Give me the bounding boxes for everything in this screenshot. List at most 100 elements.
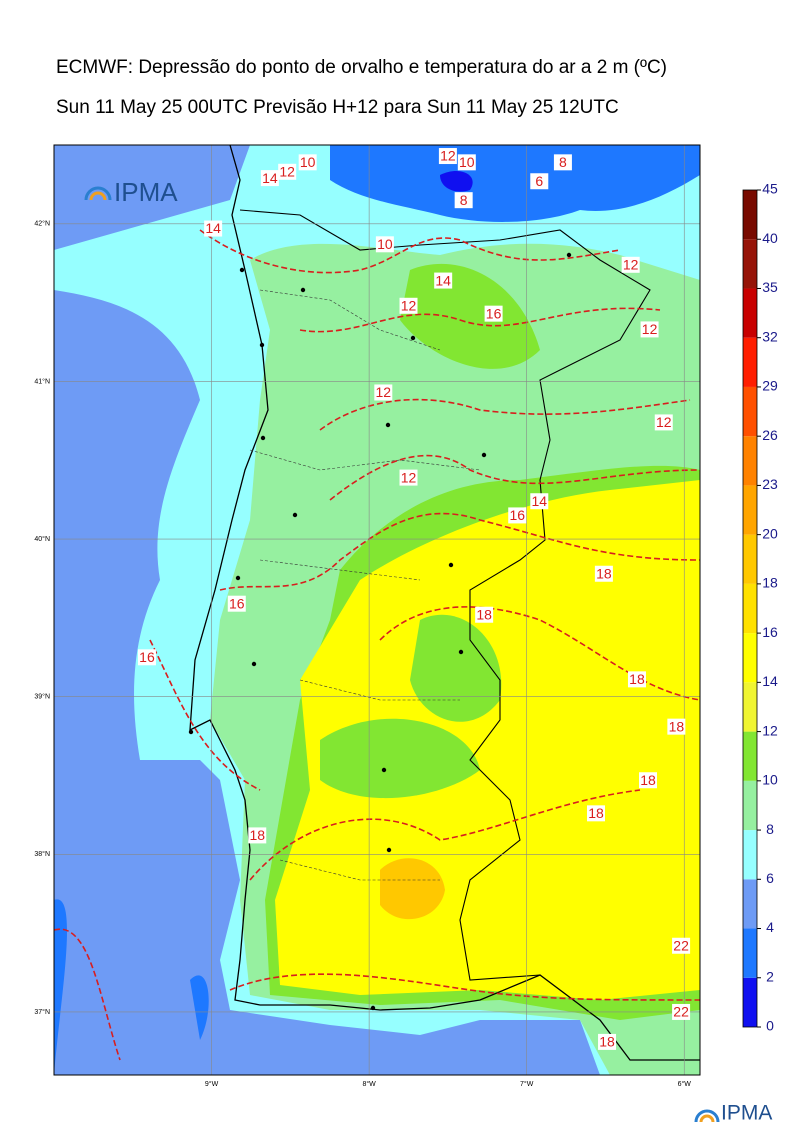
- contour-label-box: [204, 220, 223, 237]
- colorbar-tick-label: 8: [766, 821, 774, 837]
- contour-label-box: [640, 321, 659, 338]
- lat-label: 41°N: [34, 377, 50, 385]
- contour-label-box: [454, 192, 473, 209]
- colorbar-segment: [743, 239, 757, 289]
- colorbar-segment: [743, 337, 757, 387]
- contour-label: 16: [486, 305, 502, 321]
- colorbar-tick-label: 12: [762, 722, 778, 738]
- contour-label-box: [621, 256, 640, 273]
- logo-text: IPMA: [114, 177, 178, 207]
- colorbar-segment: [743, 731, 757, 781]
- lon-label: 8°W: [362, 1080, 376, 1088]
- logo-text: IPMA: [721, 1102, 772, 1125]
- lon-label: 9°W: [205, 1080, 219, 1088]
- district-lines: [249, 289, 481, 881]
- colorbar-segment: [743, 830, 757, 880]
- orange-blob: [380, 858, 445, 920]
- contour-label-box: [484, 305, 503, 322]
- colorbar-segment: [743, 190, 757, 240]
- contour-label: 18: [476, 606, 492, 622]
- contour-label-box: [667, 718, 686, 735]
- contour-label: 12: [656, 414, 672, 430]
- colorbar-tick-label: 26: [762, 427, 778, 443]
- colorbar-tick-label: 29: [762, 378, 778, 394]
- contour-label-box: [475, 606, 494, 623]
- contour-label-box: [672, 937, 691, 954]
- colorbar-segment: [743, 436, 757, 486]
- contour-label-box: [598, 1033, 617, 1050]
- colorbar-frame: [742, 189, 758, 1028]
- contour-label: 18: [629, 671, 645, 687]
- contour-label: 18: [640, 772, 656, 788]
- colorbar-tick-label: 18: [762, 575, 778, 591]
- contour-label: 6: [535, 173, 543, 189]
- lat-label: 39°N: [34, 693, 50, 701]
- colorbar-tick-label: 20: [762, 525, 778, 541]
- coastline: [189, 145, 700, 1061]
- contour-label-box: [434, 272, 453, 289]
- contour-label: 12: [401, 469, 417, 485]
- lon-label: 6°W: [678, 1080, 692, 1088]
- colorbar-tick-label: 0: [766, 1018, 774, 1034]
- contour-label-box: [399, 297, 418, 314]
- cities: [188, 252, 572, 1011]
- colorbar-segment: [743, 780, 757, 831]
- lon-label: 7°W: [520, 1080, 534, 1088]
- contour-label-box: [530, 173, 549, 190]
- contour-label: 14: [262, 170, 278, 186]
- contour-label-box: [374, 384, 393, 401]
- contour-label-box: [530, 493, 549, 510]
- map-frame: [53, 144, 701, 1076]
- contour-label-box: [639, 772, 658, 789]
- colorbar-segment: [743, 386, 757, 437]
- contour-label: 12: [376, 384, 392, 400]
- colorbar-tick-label: 2: [766, 968, 774, 984]
- contour-label: 8: [460, 192, 468, 208]
- logo-bottom: IPMA: [694, 1102, 772, 1125]
- contour-label: 12: [401, 297, 417, 313]
- contour-label: 16: [229, 595, 245, 611]
- contour-label-box: [260, 170, 279, 187]
- green-zone: [400, 263, 540, 369]
- colorbar-tick-label: 45: [762, 181, 778, 197]
- contour-label: 16: [509, 507, 525, 523]
- contour-label: 18: [596, 565, 612, 581]
- title: ECMWF: Depressão do ponto de orvalho e t…: [56, 57, 667, 78]
- contour-label-box: [298, 154, 317, 171]
- colorbar-tick-label: 6: [766, 870, 774, 886]
- lat-label: 40°N: [34, 535, 50, 543]
- contour-label: 18: [249, 827, 265, 843]
- graticule: [54, 145, 700, 1075]
- contour-label: 18: [599, 1034, 615, 1050]
- contour-label: 10: [300, 154, 316, 170]
- deep-blue: [440, 170, 473, 192]
- map-field: [54, 145, 700, 1075]
- contour-label-box: [508, 507, 527, 524]
- blue-zone: [330, 145, 700, 222]
- colorbar-segment: [743, 288, 757, 338]
- contour-label: 10: [377, 236, 393, 252]
- contour-label-box: [553, 154, 572, 171]
- contours: [54, 229, 700, 1061]
- contour-label-box: [594, 565, 613, 582]
- contour-label-box: [375, 236, 394, 253]
- contour-label: 10: [459, 154, 475, 170]
- colorbar-tick-label: 35: [762, 279, 778, 295]
- logo-top: IPMA: [84, 177, 178, 207]
- contour-label: 16: [139, 649, 155, 665]
- contour-label-box: [587, 805, 606, 822]
- contour-label: 14: [205, 220, 221, 236]
- colorbar-tick-label: 10: [762, 772, 778, 788]
- contour-label: 12: [623, 256, 639, 272]
- contour-label: 8: [559, 154, 567, 170]
- colorbar-tick-label: 23: [762, 476, 778, 492]
- contour-label-box: [672, 1003, 691, 1020]
- contour-label-box: [399, 469, 418, 486]
- contour-label-box: [457, 154, 476, 171]
- contour-label: 22: [673, 1004, 689, 1020]
- colorbar-segment: [743, 485, 757, 535]
- colorbar-tick-label: 32: [762, 328, 778, 344]
